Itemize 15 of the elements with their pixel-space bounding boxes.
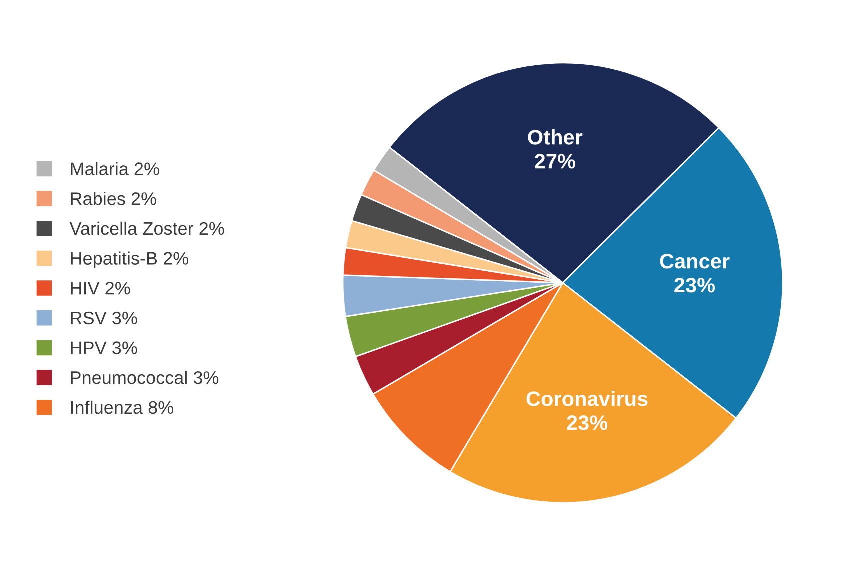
- legend-label: Hepatitis-B 2%: [71, 252, 189, 269]
- legend-label: Pneumococcal 3%: [71, 371, 219, 384]
- legend-label: Malaria 2%: [71, 162, 160, 176]
- data-label: 27%: [535, 154, 576, 169]
- legend-label: HIV 2%: [71, 282, 130, 295]
- legend-label: HPV 3%: [71, 342, 138, 354]
- slice-label: Cancer: [660, 254, 730, 269]
- legend-label: Rabies 2%: [71, 192, 156, 206]
- slice-label: Other: [528, 130, 583, 145]
- data-label: 23%: [674, 278, 716, 293]
- legend-label: Influenza 8%: [71, 400, 174, 414]
- legend-label: Varicella Zoster 2%: [70, 222, 224, 236]
- slice-label: Coronavirus: [526, 391, 648, 406]
- legend-label: RSV 3%: [71, 312, 138, 325]
- data-label: 23%: [567, 416, 608, 430]
